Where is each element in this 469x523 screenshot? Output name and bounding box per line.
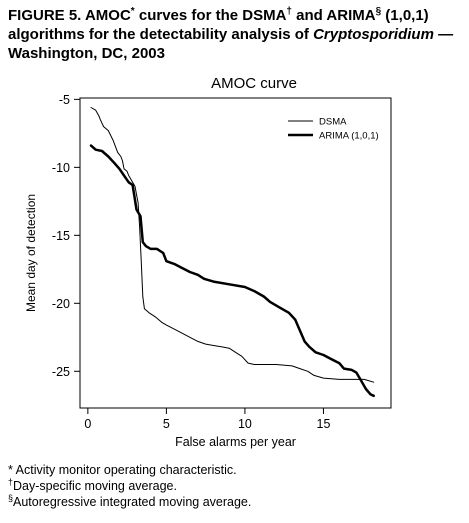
legend-label-arima: ARIMA (1,0,1) [319,131,379,142]
figure-title: FIGURE 5. AMOC* curves for the DSMA† and… [8,6,464,63]
series-layer [89,107,375,398]
y-axis-label: Mean day of detection [24,194,38,312]
footnote-2-text: Day-specific moving average. [13,479,177,493]
chart-title: AMOC curve [211,75,297,92]
figure-title-symbol-3: § [375,6,382,17]
legend: DSMA ARIMA (1,0,1) [288,117,379,142]
y-tick-label-25: -25 [52,365,70,379]
series-line-arima [89,144,375,398]
footnote-1: * Activity monitor operating characteris… [8,462,464,478]
figure-title-italic: Cryptosporidium [313,26,434,43]
y-tick-label-10: -10 [52,161,70,175]
footnote-1-text: * Activity monitor operating characteris… [8,463,237,477]
figure-title-symbol-1: * [130,6,135,17]
series-line-dsma [90,107,375,383]
figure-title-symbol-2: † [286,6,292,17]
footnote-3: §Autoregressive integrated moving averag… [8,492,464,510]
x-axis-label: False alarms per year [175,435,296,449]
footnote-3-symbol: § [8,492,14,503]
x-tick-label-15: 15 [317,417,331,431]
figure-title-part-4: (1,0,1) algorithms for the detectability… [8,7,429,43]
amoc-chart: AMOC curve 0 5 10 15 -5 -10 -15 -20 -25 DSMA ARI… [24,75,392,449]
y-axis: -5 -10 -15 -20 -25 [52,93,80,379]
figure-title-part-3: and ARIMA [291,7,376,24]
legend-label-dsma: DSMA [319,117,347,128]
footnotes: * Activity monitor operating characteris… [8,462,464,510]
footnote-2: †Day-specific moving average. [8,476,464,494]
y-tick-label-5: -5 [59,93,70,107]
y-tick-label-15: -15 [52,229,70,243]
footnote-2-symbol: † [8,476,14,487]
figure-title-part-5: — Washington, DC, 2003 [8,26,454,62]
figure-title-part-1: FIGURE 5. AMOC [8,7,131,24]
footnote-3-text: Autoregressive integrated moving average… [13,495,252,509]
x-tick-label-10: 10 [238,417,252,431]
figure-title-part-2: curves for the DSMA [134,7,287,24]
x-axis: 0 5 10 15 [84,408,330,431]
y-tick-label-20: -20 [52,297,70,311]
x-tick-label-5: 5 [163,417,170,431]
plot-frame [79,97,392,409]
x-tick-label-0: 0 [84,417,91,431]
